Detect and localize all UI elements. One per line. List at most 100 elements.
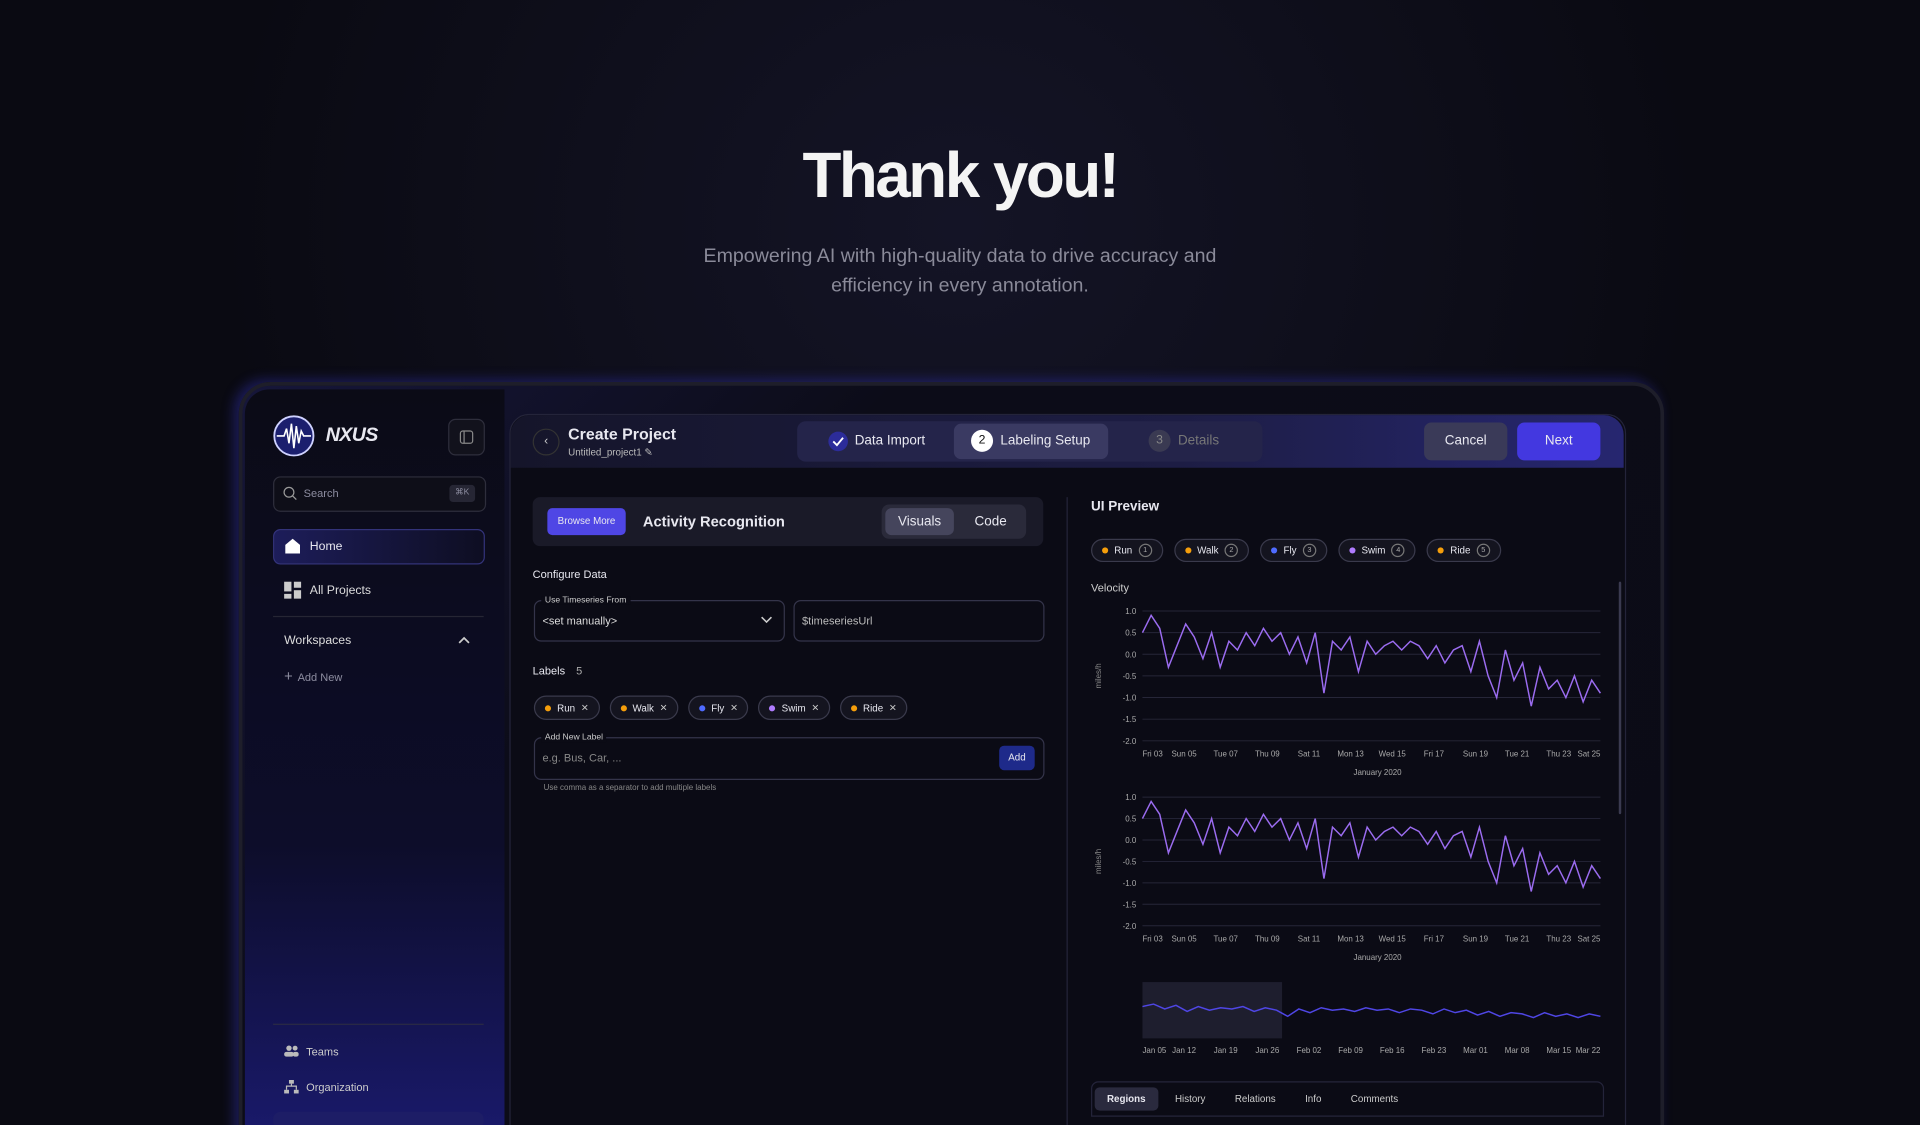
x-tick-label: Jan 05 xyxy=(1142,1046,1166,1055)
label-dot xyxy=(699,704,706,711)
preview-title: UI Preview xyxy=(1091,499,1160,515)
step-label[interactable]: Data Import xyxy=(854,433,926,449)
x-tick-label: Feb 16 xyxy=(1380,1046,1405,1055)
tab-code[interactable]: Code xyxy=(974,514,1007,529)
next-button[interactable]: Next xyxy=(1517,422,1601,461)
label-dot xyxy=(850,704,857,711)
x-tick-label: Sat 11 xyxy=(1298,750,1321,759)
label-dot xyxy=(1102,547,1109,554)
project-name: Untitled_project1 xyxy=(568,446,642,458)
preview-tab[interactable]: Regions xyxy=(1094,1087,1158,1111)
step-done-icon xyxy=(828,431,848,452)
remove-icon[interactable]: × xyxy=(889,701,897,715)
x-tick-label: Wed 15 xyxy=(1379,750,1407,759)
footer-link[interactable]: Organization xyxy=(306,1081,369,1094)
preview-tab[interactable]: Comments xyxy=(1350,1093,1399,1105)
add-workspace[interactable]: + Add New xyxy=(284,667,343,685)
x-tick-label: Feb 09 xyxy=(1338,1046,1363,1055)
logo xyxy=(273,415,315,457)
x-tick-label: Sun 19 xyxy=(1463,750,1489,759)
y-tick-label: -2.0 xyxy=(1123,922,1137,931)
add-new-label: Add New xyxy=(297,671,343,684)
x-tick-label: Jan 19 xyxy=(1214,1046,1238,1055)
y-tick-label: 0.0 xyxy=(1125,836,1137,845)
labels-heading: Labels xyxy=(532,664,566,678)
template-name: Activity Recognition xyxy=(642,513,785,531)
step-number: 2 xyxy=(971,429,994,452)
remove-icon[interactable]: × xyxy=(581,701,589,715)
x-tick-label: Fri 03 xyxy=(1142,750,1163,759)
y-tick-label: 0.5 xyxy=(1125,629,1137,638)
x-tick-label: Wed 15 xyxy=(1379,935,1407,944)
add-button[interactable]: Add xyxy=(999,745,1035,771)
data-line xyxy=(1141,613,1602,707)
label-name: Ride xyxy=(862,702,884,714)
preview-chip[interactable]: Swim 4 xyxy=(1338,538,1417,563)
collapse-button[interactable] xyxy=(448,418,485,456)
hotkey: 1 xyxy=(1138,543,1152,558)
label-name: Swim xyxy=(1361,544,1386,556)
input-placeholder: e.g. Bus, Car, ... xyxy=(542,751,622,765)
workspaces-heading: Workspaces xyxy=(284,634,352,648)
remove-icon[interactable]: × xyxy=(660,701,668,715)
nav-label: Home xyxy=(309,540,343,554)
timeseries-select[interactable] xyxy=(533,600,785,642)
x-tick-label: Tue 21 xyxy=(1505,750,1530,759)
hint: Use comma as a separator to add multiple… xyxy=(543,783,717,793)
y-axis-label: miles/h xyxy=(1094,663,1103,688)
org-icon xyxy=(284,1080,299,1094)
scrollbar[interactable] xyxy=(1618,581,1622,815)
label-chip: Ride × xyxy=(839,695,908,720)
x-tick-label: Mar 08 xyxy=(1505,1046,1530,1055)
preview-tab[interactable]: History xyxy=(1174,1093,1206,1105)
x-tick-label: Fri 03 xyxy=(1142,935,1163,944)
chevron-up[interactable] xyxy=(457,634,472,646)
preview-tab[interactable]: Relations xyxy=(1234,1093,1276,1105)
field-label: Add New Label xyxy=(541,733,607,743)
y-tick-label: 0.0 xyxy=(1125,650,1137,659)
chart-title: Velocity xyxy=(1091,582,1129,594)
user-item[interactable] xyxy=(273,1111,484,1125)
x-tick-label: Mar 22 xyxy=(1576,1046,1601,1055)
tab-visuals[interactable]: Visuals xyxy=(885,508,954,536)
x-tick-label: Mon 13 xyxy=(1337,935,1364,944)
footer-link[interactable]: Teams xyxy=(306,1045,339,1058)
projects-icon xyxy=(284,581,302,599)
new-label-input[interactable] xyxy=(533,737,1045,780)
x-tick-label: Sun 05 xyxy=(1171,750,1197,759)
x-tick-label: Thu 09 xyxy=(1255,935,1280,944)
remove-icon[interactable]: × xyxy=(730,701,738,715)
label-dot xyxy=(620,704,627,711)
step-label[interactable]: Labeling Setup xyxy=(1000,433,1091,449)
browse-button[interactable]: Browse More xyxy=(547,508,626,536)
preview-chip[interactable]: Run 1 xyxy=(1091,538,1163,563)
preview-chip[interactable]: Ride 5 xyxy=(1427,538,1502,563)
y-tick-label: -2.0 xyxy=(1123,737,1137,746)
cancel-button[interactable]: Cancel xyxy=(1424,422,1508,461)
nav-home[interactable] xyxy=(273,528,485,565)
header-title: Create Project xyxy=(568,424,677,444)
url-input[interactable] xyxy=(793,600,1045,642)
preview-chip[interactable]: Walk 2 xyxy=(1173,538,1250,563)
label-chip: Run × xyxy=(533,695,600,720)
preview-chip[interactable]: Fly 3 xyxy=(1260,538,1328,563)
hotkey: 5 xyxy=(1476,543,1491,558)
label-name: Walk xyxy=(632,702,654,714)
label-dot xyxy=(544,704,552,711)
label-dot xyxy=(1184,547,1192,554)
preview-tab[interactable]: Info xyxy=(1305,1093,1322,1105)
x-tick-label: Thu 23 xyxy=(1546,935,1571,944)
x-tick-label: Jan 26 xyxy=(1255,1046,1279,1055)
remove-icon[interactable]: × xyxy=(811,701,819,715)
back-button[interactable]: ‹ xyxy=(532,428,560,456)
x-tick-label: Tue 07 xyxy=(1214,750,1239,759)
preview-chips: Run 1 Walk 2 Fly 3 Swim 4 Ride 5 xyxy=(1091,538,1502,563)
divider xyxy=(1066,497,1068,1125)
nav-label[interactable]: All Projects xyxy=(309,584,372,598)
step-label[interactable]: Details xyxy=(1177,433,1220,449)
label-dot xyxy=(1349,547,1356,554)
url-value: $timeseriesUrl xyxy=(802,614,873,627)
chevron-down xyxy=(761,616,772,624)
